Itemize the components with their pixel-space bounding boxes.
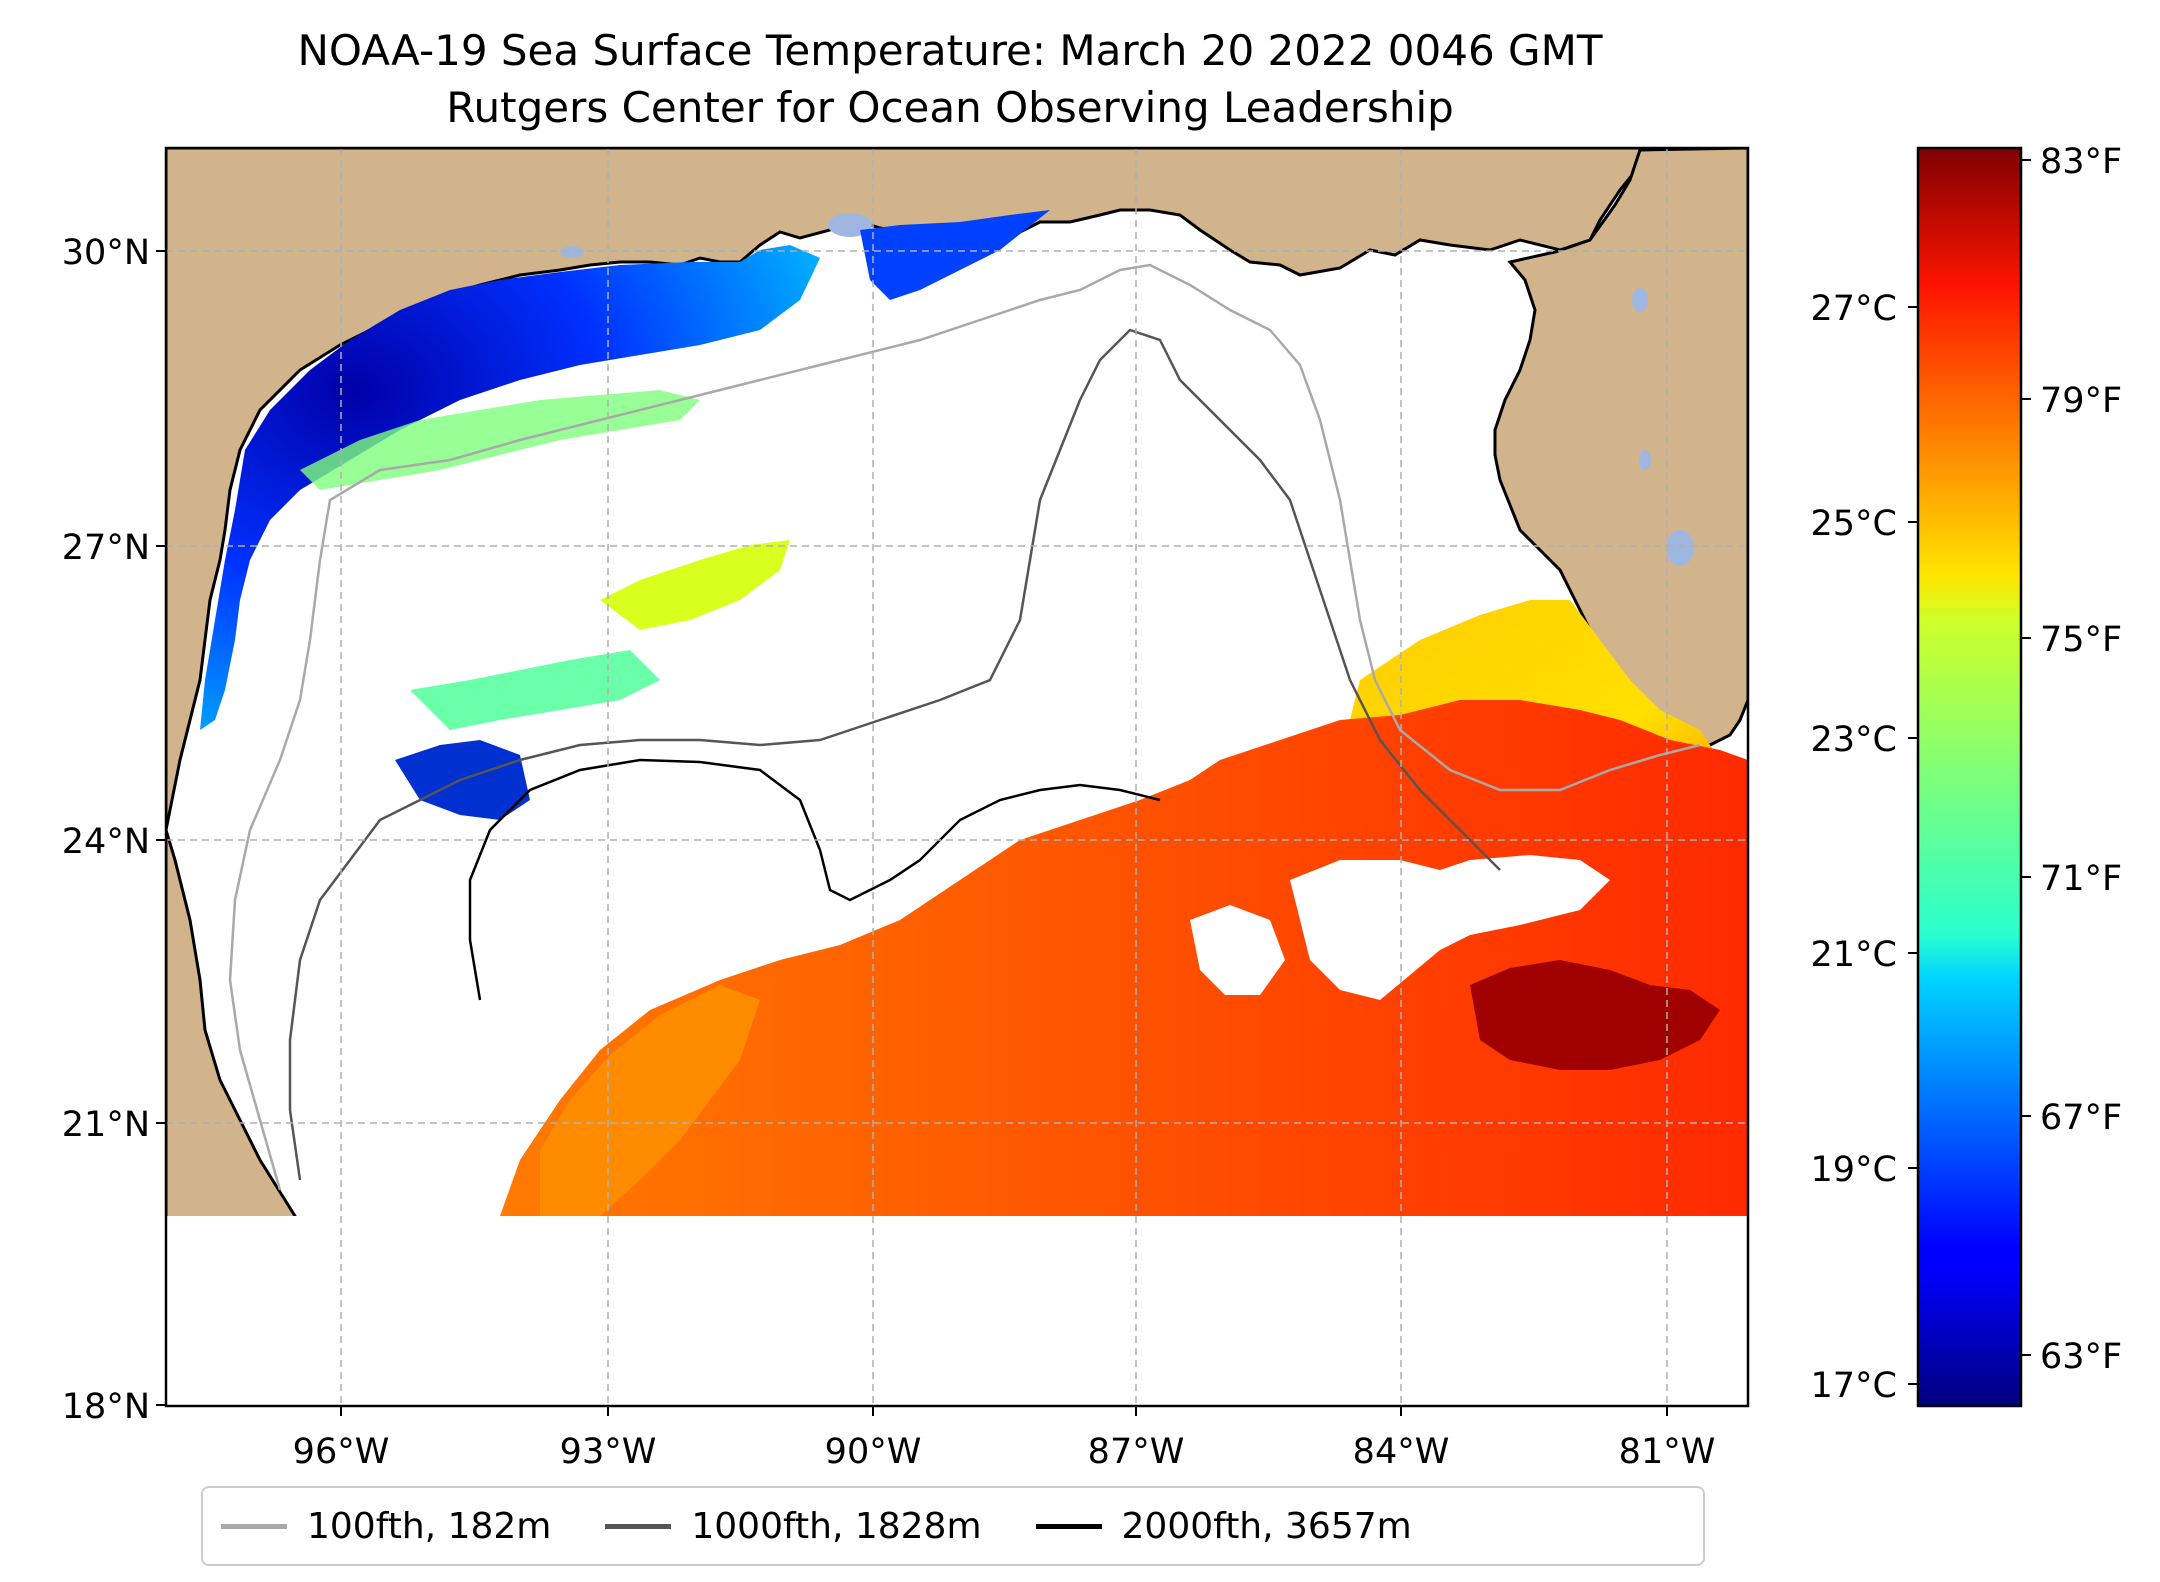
sst-cool-shelf xyxy=(300,390,700,490)
colorbar: 17°C 19°C 21°C 23°C 25°C 27°C 63°F 67°F … xyxy=(1811,142,2122,1408)
lake-okeechobee xyxy=(1666,530,1694,566)
legend-item-100fth: 100fth, 182m xyxy=(221,1506,551,1547)
title-line-2: Rutgers Center for Ocean Observing Leade… xyxy=(446,83,1454,132)
label-f-67: 67°F xyxy=(2040,1098,2122,1138)
lat-labels: 30°N 27°N 24°N 21°N 18°N xyxy=(62,233,150,1427)
contour-1000fth xyxy=(288,328,1501,1181)
lon-label-87: 87°W xyxy=(1088,1432,1185,1472)
label-f-63: 63°F xyxy=(2040,1337,2122,1377)
label-c-21: 21°C xyxy=(1811,935,1897,975)
lat-label-24: 24°N xyxy=(62,822,150,862)
axis-ticks xyxy=(156,250,1668,1416)
sst-no-data-band xyxy=(166,1216,1748,1406)
label-c-17: 17°C xyxy=(1811,1366,1897,1406)
lon-label-84: 84°W xyxy=(1353,1432,1450,1472)
sst-warm-south xyxy=(500,700,1748,1216)
lat-label-30: 30°N xyxy=(62,233,150,273)
lat-label-21: 21°N xyxy=(62,1105,150,1145)
sst-cold-northwest xyxy=(200,245,820,730)
lake-small-3 xyxy=(1639,450,1651,470)
colorbar-gradient xyxy=(1916,146,2023,1408)
lon-label-81: 81°W xyxy=(1619,1432,1716,1472)
contour-100fth xyxy=(228,263,1701,1191)
bathymetry-contours xyxy=(228,263,1701,1191)
legend-item-2000fth: 2000fth, 3657m xyxy=(1035,1505,1412,1547)
lat-label-27: 27°N xyxy=(62,528,150,568)
legend-swatch-2000fth xyxy=(1035,1523,1102,1529)
lon-label-90: 90°W xyxy=(825,1432,922,1472)
label-c-19: 19°C xyxy=(1811,1150,1897,1190)
map-frame xyxy=(164,146,1750,1408)
label-c-25: 25°C xyxy=(1811,504,1897,544)
label-c-23: 23°C xyxy=(1811,720,1897,760)
lat-label-18: 18°N xyxy=(62,1387,150,1427)
sst-cold-louisiana xyxy=(860,210,1050,300)
contour-legend: 100fth, 182m 1000fth, 1828m 2000fth, 365… xyxy=(201,1486,1705,1566)
sst-layer xyxy=(166,210,1748,1406)
lake-small-2 xyxy=(1632,288,1648,312)
fahrenheit-axis: 63°F 67°F 71°F 75°F 79°F 83°F xyxy=(2021,142,2122,1377)
label-f-79: 79°F xyxy=(2040,381,2122,421)
map-panel xyxy=(166,148,1748,1406)
sst-west-mix xyxy=(410,650,660,730)
sst-midshelf-yellow xyxy=(600,540,790,630)
legend-swatch-1000fth xyxy=(605,1523,672,1529)
label-c-27: 27°C xyxy=(1811,289,1897,329)
label-f-83: 83°F xyxy=(2040,142,2122,182)
lon-labels: 96°W 93°W 90°W 87°W 84°W 81°W xyxy=(293,1432,1716,1472)
lon-label-96: 96°W xyxy=(293,1432,390,1472)
sst-warm-clouds-2 xyxy=(1190,905,1285,995)
lake-small-1 xyxy=(560,246,584,258)
celsius-axis: 17°C 19°C 21°C 23°C 25°C 27°C xyxy=(1811,289,1918,1406)
label-f-71: 71°F xyxy=(2040,859,2122,899)
sst-orange-west xyxy=(540,985,760,1216)
sst-hot-cuba-north xyxy=(1470,960,1720,1070)
legend-label-100fth: 100fth, 182m xyxy=(307,1505,552,1547)
legend-swatch-100fth xyxy=(221,1523,287,1529)
legend-label-1000fth: 1000fth, 1828m xyxy=(691,1505,982,1547)
contour-2000fth xyxy=(468,758,1161,1001)
legend-label-2000fth: 2000fth, 3657m xyxy=(1121,1505,1412,1547)
label-f-75: 75°F xyxy=(2040,620,2122,660)
sst-warm-clouds-1 xyxy=(1290,855,1610,1000)
legend-item-1000fth: 1000fth, 1828m xyxy=(605,1505,982,1547)
lon-label-93: 93°W xyxy=(560,1432,657,1472)
gridlines xyxy=(166,148,1748,1406)
title-line-1: NOAA-19 Sea Surface Temperature: March 2… xyxy=(298,26,1603,75)
